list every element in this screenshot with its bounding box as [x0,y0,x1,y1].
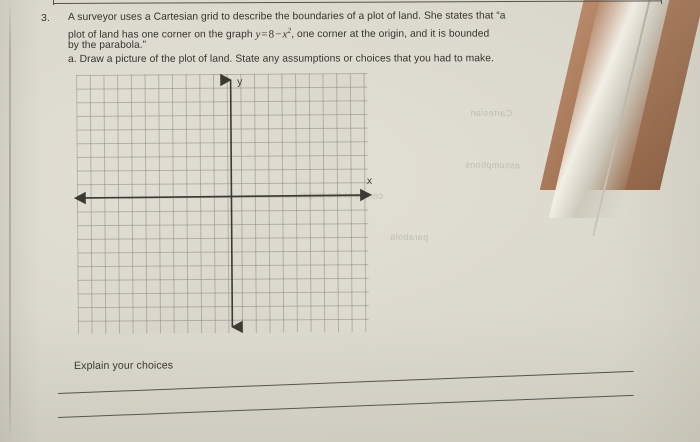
x-axis-line [73,188,372,205]
top-border-right-tick [661,0,662,4]
question-number: 3. [41,12,50,24]
x-axis-label: x [366,174,373,187]
question-line-2: plot of land has one corner on the graph… [67,25,490,41]
axes-drawing [73,73,372,334]
equation-equals: = [261,28,268,41]
binding-seam [9,0,11,442]
y-axis-line [220,73,243,334]
question-line-3: by the parabola.” [67,39,147,51]
explain-your-choices-prompt: Explain your choices [73,359,174,372]
question-line-1: A surveyor uses a Cartesian grid to desc… [67,10,506,23]
top-border-left-tick [53,0,54,5]
cartesian-grid-figure: y x [73,72,373,335]
question-line-2-prefix: plot of land has one corner on the graph [67,29,253,41]
question-line-2-suffix: , one corner at the origin, and it is bo… [291,28,490,41]
y-axis-label: y [237,75,243,88]
subquestion-a: a. Draw a picture of the plot of land. S… [67,53,494,65]
equation-inline: y=8−x2 [253,25,292,41]
